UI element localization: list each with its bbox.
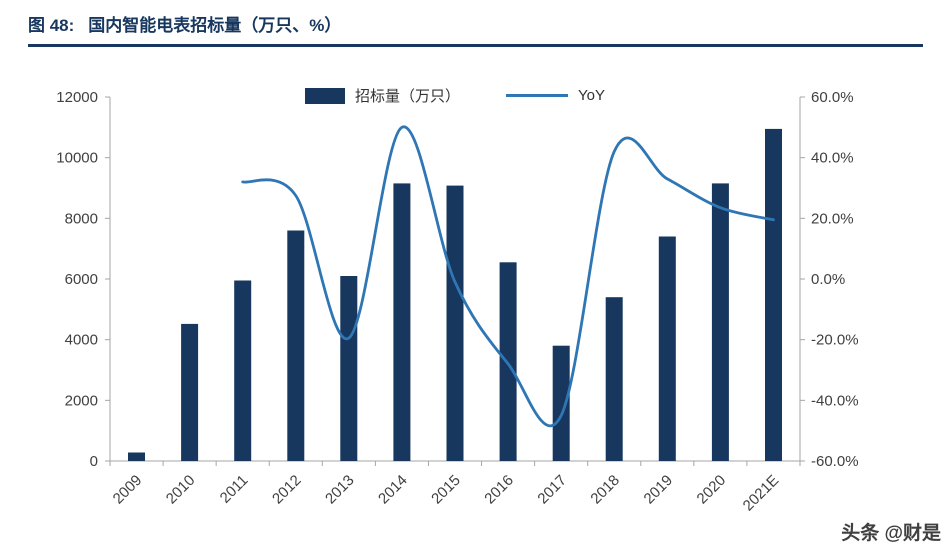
watermark-text: 头条 @财是 — [841, 523, 941, 544]
yoy-line — [241, 125, 775, 427]
header-rule — [28, 44, 923, 47]
figure-title: 国内智能电表招标量（万只、%） — [88, 16, 342, 35]
left-axis-label: 12000 — [56, 89, 98, 106]
figure-label: 图 48: — [28, 16, 75, 35]
left-axis-label: 4000 — [65, 332, 98, 349]
bar-2016 — [499, 262, 517, 461]
right-axis-label: -60.0% — [811, 453, 859, 470]
x-axis-label: 2010 — [163, 472, 199, 508]
yoy-line-group — [241, 125, 775, 427]
x-axis-labels: 2009 2010 2011 2012 2013 2014 2015 2016 2017 2018… — [110, 472, 783, 515]
bar-2018 — [605, 297, 623, 461]
bar-2015 — [446, 185, 464, 461]
bar-2020 — [711, 183, 729, 461]
x-axis-label: 2009 — [110, 472, 146, 508]
bar-2021E — [765, 128, 782, 461]
x-axis-label: 2018 — [587, 472, 623, 508]
line-series-label: YoY — [578, 87, 605, 104]
line-series-swatch — [506, 94, 569, 97]
x-axis-label: 2012 — [269, 472, 305, 508]
watermark: 头条 @财是 — [841, 518, 941, 545]
left-axis-label: 0 — [90, 453, 98, 470]
bar-2019 — [658, 236, 676, 461]
bar-series-swatch — [305, 87, 345, 104]
left-axis-label: 2000 — [65, 392, 98, 409]
x-axis-label: 2015 — [428, 472, 464, 508]
x-axis-label: 2021E — [740, 472, 783, 515]
bar-2013 — [340, 276, 358, 461]
bar-2010 — [181, 323, 199, 461]
right-axis-label: 20.0% — [811, 210, 854, 227]
right-axis-label: 0.0% — [811, 271, 845, 288]
right-axis-label: 60.0% — [811, 89, 854, 106]
bar-2009 — [128, 452, 145, 461]
bars-group — [128, 128, 782, 461]
bar-2012 — [287, 230, 305, 461]
chart-legend: 招标量（万只） YoY — [305, 85, 605, 106]
x-axis-label: 2017 — [534, 472, 570, 508]
x-axis-label: 2016 — [481, 472, 517, 508]
left-axis-label: 10000 — [56, 150, 98, 167]
bar-2011 — [234, 280, 252, 461]
left-axis-label: 8000 — [65, 210, 98, 227]
figure-header: 图 48: 国内智能电表招标量（万只、%） — [28, 11, 341, 36]
legend-item-line: YoY — [506, 87, 605, 104]
bar-2014 — [393, 183, 411, 461]
x-axis-label: 2020 — [694, 472, 730, 508]
x-axis-label: 2013 — [322, 472, 358, 508]
right-axis-label: -40.0% — [811, 392, 859, 409]
bar-series-label: 招标量（万只） — [355, 88, 461, 105]
right-axis-label: -20.0% — [811, 332, 859, 349]
left-axis-label: 6000 — [65, 271, 98, 288]
right-axis-label: 40.0% — [811, 150, 854, 167]
x-axis-label: 2019 — [641, 472, 677, 508]
x-axis-label: 2011 — [217, 472, 252, 507]
axis-tick-labels: 0 2000 4000 6000 8000 10000 12000 -60.0% -40.0% -… — [56, 89, 858, 470]
x-axis-label: 2014 — [375, 472, 411, 508]
legend-item-bars: 招标量（万只） — [305, 85, 460, 106]
bar-2017 — [552, 345, 570, 461]
